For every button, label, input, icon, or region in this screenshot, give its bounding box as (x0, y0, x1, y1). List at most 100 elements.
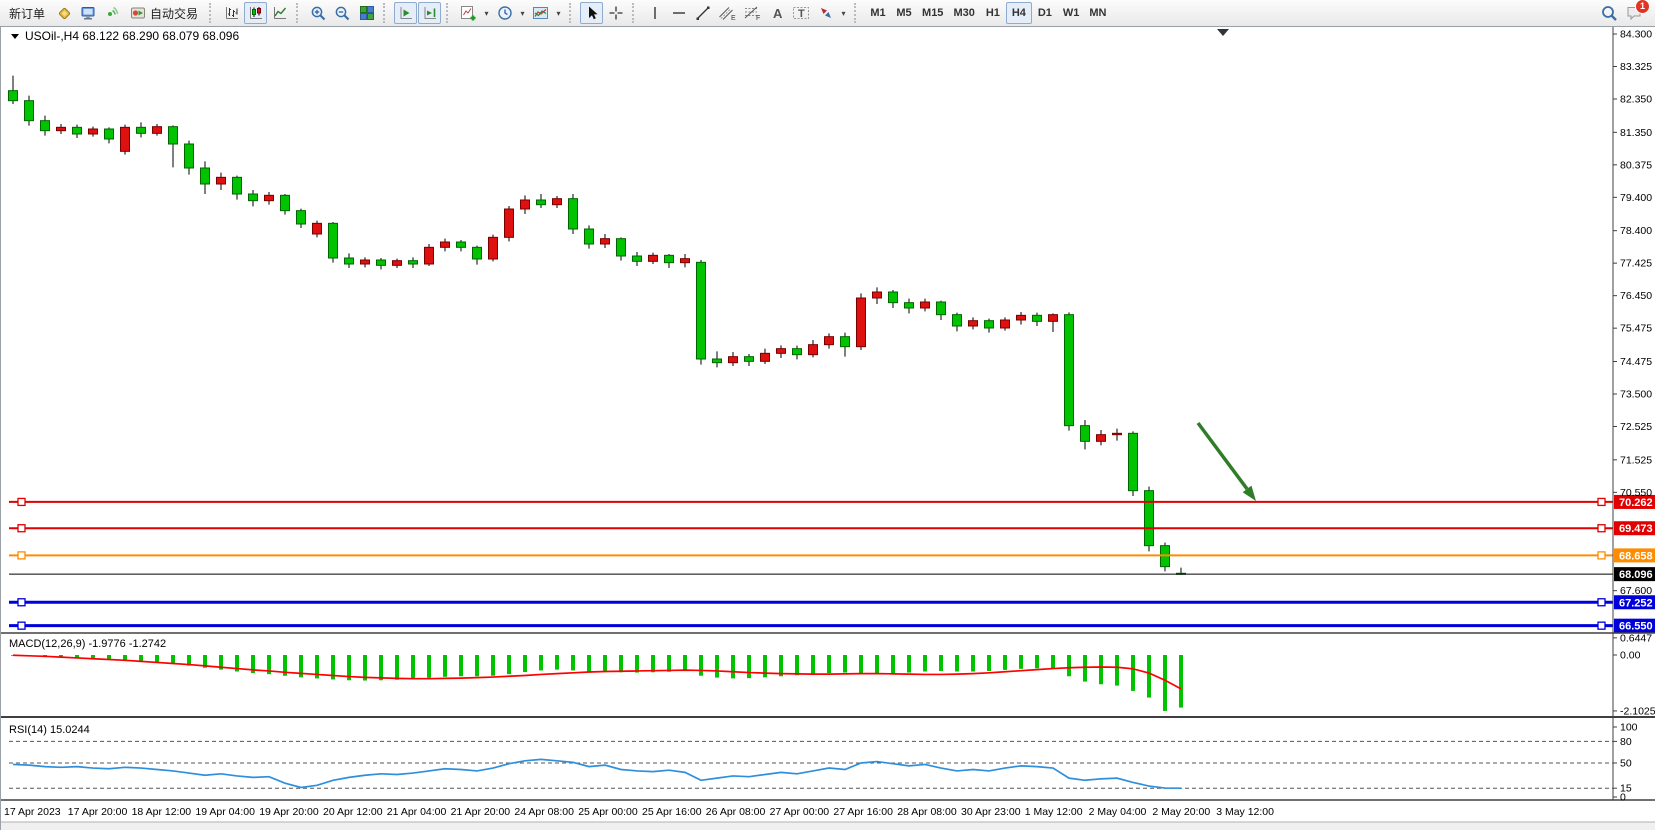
horizontal-line-66.550[interactable]: 66.550 (9, 618, 1655, 633)
svg-text:19 Apr 20:00: 19 Apr 20:00 (259, 806, 319, 818)
bid-price-label (1614, 567, 1655, 582)
svg-text:71.525: 71.525 (1620, 454, 1652, 466)
tile-windows-icon[interactable] (355, 2, 378, 24)
svg-text:30 Apr 23:00: 30 Apr 23:00 (961, 806, 1021, 818)
horizontal-line-68.658[interactable]: 68.658 (9, 548, 1655, 563)
svg-text:73.500: 73.500 (1620, 389, 1652, 401)
svg-text:20 Apr 12:00: 20 Apr 12:00 (323, 806, 383, 818)
horizontal-line-69.473[interactable]: 69.473 (9, 521, 1655, 536)
toolbar-grip (296, 3, 302, 23)
period-icon[interactable] (493, 2, 516, 24)
toolbar-grip (632, 3, 638, 23)
chart-shift-marker[interactable] (1217, 29, 1229, 36)
candles-group (8, 75, 1186, 575)
chart-shift-icon[interactable] (418, 2, 442, 24)
cursor-icon[interactable] (580, 2, 604, 24)
zoom-in-icon[interactable] (307, 2, 330, 24)
period-dropdown[interactable]: ▾ (520, 8, 525, 18)
svg-text:0.00: 0.00 (1620, 650, 1641, 662)
arrows-icon[interactable] (814, 2, 837, 24)
svg-text:25 Apr 00:00: 25 Apr 00:00 (578, 806, 638, 818)
new-order-label: 新订单 (9, 6, 46, 21)
svg-text:18 Apr 12:00: 18 Apr 12:00 (132, 806, 192, 818)
new-chart-icon[interactable] (457, 2, 480, 24)
svg-text:82.350: 82.350 (1620, 94, 1652, 106)
chart-canvas[interactable]: 70.262 69.473 68.658 67.252 66.550 68.096 84.3… (1, 27, 1655, 830)
svg-text:24 Apr 08:00: 24 Apr 08:00 (514, 806, 574, 818)
arrow-annotation[interactable] (1196, 421, 1256, 501)
crosshair-icon[interactable] (604, 2, 627, 24)
chart-title: USOil-,H4 68.122 68.290 68.079 68.096 (25, 29, 239, 43)
svg-text:70.550: 70.550 (1620, 487, 1652, 499)
svg-text:2 May 04:00: 2 May 04:00 (1089, 806, 1147, 818)
macd-label: MACD(12,26,9) -1.9776 -1.2742 (9, 638, 166, 650)
zoom-out-icon[interactable] (331, 2, 354, 24)
svg-text:78.400: 78.400 (1620, 225, 1652, 237)
svg-text:21 Apr 04:00: 21 Apr 04:00 (387, 806, 447, 818)
svg-text:0.6447: 0.6447 (1620, 632, 1652, 644)
signals-icon[interactable] (100, 2, 123, 24)
bid-price-line: 68.096 (9, 567, 1655, 582)
candlestick-chart-icon[interactable] (244, 2, 268, 24)
bar-chart-icon[interactable] (220, 2, 243, 24)
svg-text:21 Apr 20:00: 21 Apr 20:00 (451, 806, 511, 818)
timeframe-M1[interactable]: M1 (870, 7, 886, 19)
toolbar-grip (383, 3, 389, 23)
svg-text:0: 0 (1620, 792, 1626, 804)
svg-text:77.425: 77.425 (1620, 258, 1652, 270)
svg-text:100: 100 (1620, 722, 1638, 734)
trendline-icon[interactable] (691, 2, 714, 24)
toolbar-grip (569, 3, 575, 23)
channel-icon[interactable]: E (715, 2, 739, 24)
svg-text:72.525: 72.525 (1620, 421, 1652, 433)
one-click-trading-toggle-icon[interactable] (11, 34, 19, 39)
template-icon[interactable] (529, 2, 552, 24)
order-seal-icon[interactable] (52, 2, 75, 24)
svg-text:68.096: 68.096 (1619, 569, 1653, 581)
svg-text:84.300: 84.300 (1620, 29, 1652, 41)
chart-window: 70.262 69.473 68.658 67.252 66.550 68.096 84.3… (0, 27, 1655, 830)
timeframe-H1[interactable]: H1 (985, 7, 1000, 19)
horizontal-line-icon[interactable] (667, 2, 690, 24)
auto-scroll-icon[interactable] (394, 2, 418, 24)
horizontal-line-70.262[interactable]: 70.262 (9, 494, 1655, 509)
search-icon[interactable] (1597, 2, 1621, 24)
timeframe-M15[interactable]: M15 (922, 7, 944, 19)
terminal-icon[interactable] (76, 2, 99, 24)
new-order-button[interactable]: 新订单 (3, 2, 51, 24)
time-axis[interactable]: 17 Apr 2023 17 Apr 20:00 18 Apr 12:00 19 Ap… (4, 806, 1274, 818)
horizontal-line-67.252[interactable]: 67.252 (9, 595, 1655, 610)
auto-trading-label: 自动交易 (150, 6, 199, 21)
chat-icon[interactable]: 1 (1622, 0, 1650, 24)
svg-text:27 Apr 16:00: 27 Apr 16:00 (833, 806, 893, 818)
new-chart-dropdown[interactable]: ▾ (484, 8, 489, 18)
timeframe-D1[interactable]: D1 (1037, 7, 1052, 19)
arrows-dropdown[interactable]: ▾ (841, 8, 846, 18)
svg-text:3 May 12:00: 3 May 12:00 (1216, 806, 1274, 818)
auto-trading-button[interactable]: 自动交易 (124, 2, 204, 24)
toolbar-grip (854, 3, 860, 23)
bottom-strip (1, 822, 1655, 830)
svg-text:75.475: 75.475 (1620, 323, 1652, 335)
svg-text:79.400: 79.400 (1620, 192, 1652, 204)
label-icon[interactable]: T (789, 2, 813, 24)
toolbar-grip (446, 3, 452, 23)
timeframe-toolbar: M1 M5 M15 M30 H1 H4 D1 W1 MN (865, 2, 1111, 24)
timeframe-H4[interactable]: H4 (1005, 2, 1032, 24)
svg-text:27 Apr 00:00: 27 Apr 00:00 (770, 806, 830, 818)
vertical-line-icon[interactable] (643, 2, 666, 24)
fibonacci-icon[interactable]: F (740, 2, 764, 24)
svg-text:19 Apr 04:00: 19 Apr 04:00 (195, 806, 255, 818)
svg-text:26 Apr 08:00: 26 Apr 08:00 (706, 806, 766, 818)
svg-text:69.473: 69.473 (1619, 523, 1653, 535)
timeframe-M30[interactable]: M30 (953, 7, 975, 19)
timeframe-M5[interactable]: M5 (896, 7, 912, 19)
template-dropdown[interactable]: ▾ (556, 8, 561, 18)
text-icon[interactable]: A (765, 2, 788, 24)
svg-text:25 Apr 16:00: 25 Apr 16:00 (642, 806, 702, 818)
line-chart-icon[interactable] (268, 2, 291, 24)
timeframe-W1[interactable]: W1 (1062, 7, 1080, 19)
main-toolbar: 新订单 自动交易 ▾ ▾ (0, 0, 1655, 27)
svg-text:68.658: 68.658 (1619, 550, 1653, 562)
timeframe-MN[interactable]: MN (1089, 7, 1107, 19)
